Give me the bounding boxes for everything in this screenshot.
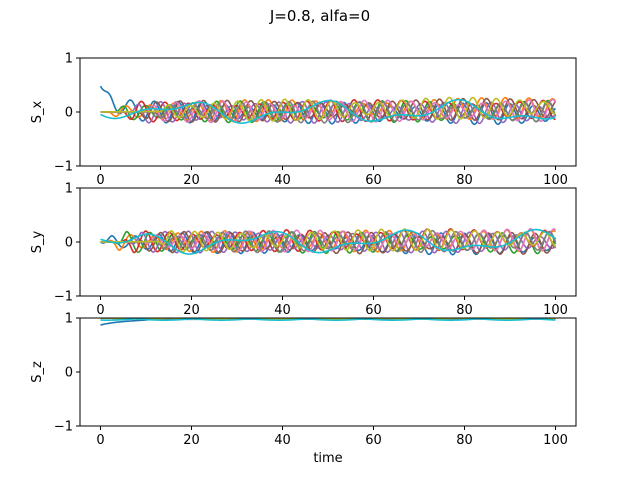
series-line-10 <box>100 228 556 255</box>
x-tick-label: 60 <box>365 173 382 188</box>
x-tick-label: 80 <box>456 303 473 318</box>
series-group <box>99 85 557 126</box>
x-tick-label: 40 <box>274 303 291 318</box>
x-tick-label: 80 <box>456 433 473 448</box>
y-tick-label: −1 <box>54 160 73 175</box>
series-group <box>100 318 556 326</box>
y-tick-label: 0 <box>65 106 73 121</box>
y-axis-label: S_z <box>30 361 45 383</box>
figure-title: J=0.8, alfa=0 <box>269 7 370 25</box>
x-tick-label: 100 <box>543 303 568 318</box>
subplot-sx: 0 20 40 60 80 100 −1 0 1 S_x <box>30 52 577 188</box>
x-tick-label: 0 <box>96 173 104 188</box>
y-tick-label: −1 <box>54 420 73 435</box>
x-tick-label: 40 <box>274 173 291 188</box>
y-tick-label: 1 <box>65 52 73 67</box>
y-axis-label: S_y <box>30 230 45 253</box>
y-axis-label: S_x <box>30 100 45 123</box>
y-tick-label: 1 <box>65 182 73 197</box>
x-tick-label: 100 <box>543 173 568 188</box>
series-line-6 <box>100 230 557 255</box>
y-tick-label: 1 <box>65 312 73 327</box>
axes-frame <box>79 317 577 427</box>
x-tick-label: 20 <box>183 303 200 318</box>
x-tick-label: 80 <box>456 173 473 188</box>
series-line-10 <box>100 98 556 124</box>
y-tick-label: 0 <box>65 366 73 381</box>
x-tick-label: 20 <box>183 173 200 188</box>
subplot-sy: 0 20 40 60 80 100 −1 0 1 S_y <box>30 182 577 318</box>
series-group <box>100 228 557 256</box>
x-tick-label: 100 <box>543 433 568 448</box>
x-tick-label: 20 <box>183 433 200 448</box>
x-tick-label: 40 <box>274 433 291 448</box>
x-tick-label: 0 <box>96 433 104 448</box>
y-tick-label: −1 <box>54 290 73 305</box>
series-line-9 <box>100 228 556 253</box>
series-line-10 <box>100 318 556 321</box>
x-axis-label: time <box>313 451 342 466</box>
y-tick-label: 0 <box>65 236 73 251</box>
series-line-8 <box>100 100 557 124</box>
x-tick-label: 60 <box>365 303 382 318</box>
series-line-8 <box>100 229 557 254</box>
x-tick-label: 0 <box>96 303 104 318</box>
x-tick-label: 60 <box>365 433 382 448</box>
